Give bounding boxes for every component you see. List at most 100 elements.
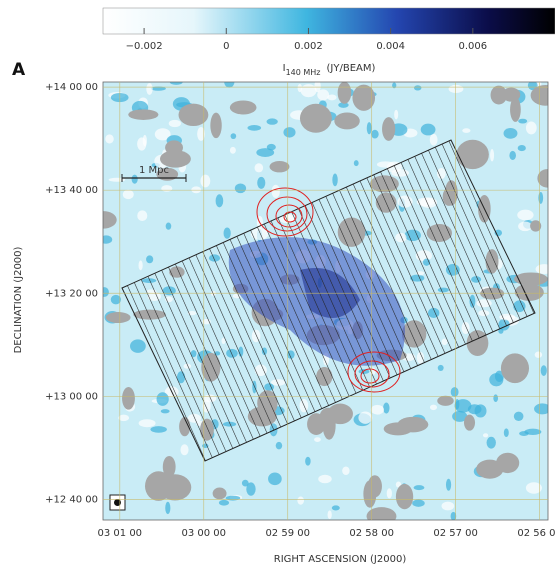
colorbar-label-unit: (JY/BEAM) <box>327 63 376 74</box>
source-mask <box>395 483 414 510</box>
noise-blob <box>540 365 547 376</box>
noise-blob <box>489 373 504 387</box>
contours-north <box>256 187 314 237</box>
noise-blob <box>131 174 138 184</box>
noise-blob <box>223 227 231 239</box>
noise-blob <box>300 84 317 98</box>
noise-blob <box>394 109 399 120</box>
noise-blob <box>156 392 169 406</box>
noise-blob <box>138 419 156 428</box>
x-tick-label: 02 56 00 <box>517 528 555 539</box>
x-axis-label: RIGHT ASCENSION (J2000) <box>274 554 407 565</box>
noise-blob <box>138 260 143 271</box>
noise-blob <box>165 222 172 230</box>
noise-blob <box>413 85 422 91</box>
source-mask <box>383 422 413 436</box>
noise-blob <box>108 177 126 182</box>
noise-blob <box>137 210 148 222</box>
noise-blob <box>371 129 379 139</box>
noise-blob <box>161 185 173 192</box>
source-mask <box>319 407 337 425</box>
colorbar-tick-label: 0.002 <box>294 41 323 52</box>
noise-blob <box>413 485 425 491</box>
noise-blob <box>342 466 350 476</box>
noise-blob <box>429 133 438 146</box>
noise-blob <box>246 482 256 496</box>
noise-blob <box>314 437 321 442</box>
noise-blob <box>503 428 509 438</box>
y-tick-label: +13 20 00 <box>45 288 98 299</box>
x-tick-label: 03 01 00 <box>98 528 143 539</box>
noise-blob <box>297 83 303 93</box>
source-mask <box>105 312 131 324</box>
noise-blob <box>386 488 392 499</box>
noise-blob <box>215 194 224 208</box>
source-mask <box>500 353 530 384</box>
source-mask <box>269 160 290 173</box>
overlay: 1 Mpc <box>109 139 536 511</box>
noise-blob <box>168 119 181 128</box>
colorbar-tick-label: 0 <box>223 41 229 52</box>
colorbar-tick-label: −0.002 <box>126 41 163 52</box>
noise-blob <box>318 474 332 484</box>
noise-blob <box>525 482 542 494</box>
source-mask <box>437 395 454 406</box>
source-mask <box>337 82 352 104</box>
colorbar-label-main: I <box>283 63 286 74</box>
colorbar <box>102 7 555 35</box>
hatched-region <box>121 139 536 462</box>
noise-blob <box>197 127 205 141</box>
noise-blob <box>271 184 280 198</box>
noise-blob <box>247 125 262 131</box>
noise-blob <box>517 209 534 221</box>
noise-blob <box>376 161 395 168</box>
noise-blob <box>200 174 211 188</box>
colorbar-tick-label: 0.006 <box>458 41 487 52</box>
noise-blob <box>441 501 455 511</box>
source-mask <box>537 169 548 188</box>
noise-blob <box>429 404 438 411</box>
noise-blob <box>257 176 266 189</box>
noise-blob <box>518 118 528 124</box>
noise-blob <box>229 146 236 154</box>
noise-blob <box>142 134 147 147</box>
y-tick-label: +12 40 00 <box>45 494 98 505</box>
noise-blob <box>275 441 283 450</box>
source-mask <box>382 117 396 141</box>
source-mask <box>162 455 176 478</box>
source-mask <box>530 220 542 232</box>
panel-label: A <box>12 60 26 80</box>
noise-blob <box>180 444 189 456</box>
noise-blob <box>535 264 548 274</box>
noise-blob <box>450 387 459 397</box>
noise-blob <box>338 102 349 108</box>
noise-blob <box>225 495 241 501</box>
noise-blob <box>256 148 275 157</box>
noise-blob <box>538 192 544 204</box>
x-tick-label: 02 58 00 <box>349 528 394 539</box>
source-mask <box>490 85 508 105</box>
noise-blob <box>150 86 166 91</box>
noise-blob <box>169 82 183 85</box>
source-mask <box>502 87 521 102</box>
noise-blob <box>450 511 457 520</box>
plot-frame <box>102 81 549 521</box>
noise-blob <box>305 456 311 466</box>
noise-blob <box>517 145 526 152</box>
source-mask <box>363 480 377 508</box>
y-tick-label: +13 40 00 <box>45 185 98 196</box>
x-tick-label: 02 59 00 <box>265 528 310 539</box>
noise-blob <box>103 235 113 244</box>
noise-blob <box>493 394 499 403</box>
y-tick-label: +13 00 00 <box>45 391 98 402</box>
source-mask <box>352 84 376 111</box>
noise-blob <box>317 89 330 101</box>
noise-blob <box>518 221 532 232</box>
beam <box>114 499 121 506</box>
noise-blob <box>218 499 230 506</box>
noise-blob <box>160 409 170 414</box>
noise-blob <box>383 402 390 414</box>
noise-blob <box>118 414 130 422</box>
noise-blob <box>154 128 171 141</box>
